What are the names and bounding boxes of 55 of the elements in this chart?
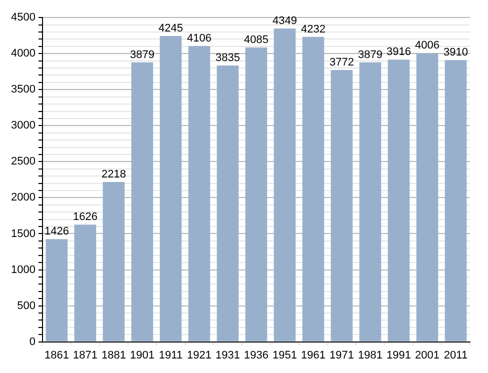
bar (330, 70, 353, 342)
bar (216, 66, 239, 342)
y-tick-label: 4000 (10, 48, 36, 60)
bar (444, 60, 467, 342)
data-label: 4349 (272, 15, 297, 28)
y-tick-label: 2500 (10, 156, 36, 168)
data-label: 3879 (358, 48, 382, 61)
data-label: 4245 (158, 22, 183, 35)
x-tick-label: 1961 (300, 349, 326, 362)
x-tick-label: 2011 (444, 349, 468, 362)
x-tick-label: 1971 (330, 349, 354, 362)
data-label: 3910 (444, 46, 468, 59)
data-label: 3835 (215, 52, 240, 64)
data-label: 3772 (330, 56, 354, 69)
y-tick-label: 0 (29, 336, 36, 348)
x-tick-label: 1911 (158, 349, 183, 362)
y-tick-label: 3000 (10, 120, 36, 132)
x-tick-label: 1981 (358, 349, 382, 362)
data-label: 4106 (186, 32, 212, 45)
data-label: 1626 (72, 211, 98, 224)
x-tick-label: 1921 (186, 349, 212, 362)
x-tick-label: 1991 (386, 349, 411, 362)
data-label: 3879 (130, 48, 154, 61)
bar (46, 239, 68, 342)
y-tick-label: 1500 (10, 228, 36, 240)
x-tick-label: 1951 (272, 349, 297, 362)
bar (102, 182, 125, 342)
y-tick-label: 2000 (10, 192, 36, 204)
y-tick-label: 1000 (10, 264, 36, 276)
x-tick-label: 1901 (130, 349, 154, 362)
x-tick-label: 2001 (415, 349, 440, 362)
bar (359, 62, 382, 342)
y-tick-label: 500 (17, 300, 36, 312)
bar (160, 36, 182, 342)
y-tick-label: 4500 (10, 12, 36, 24)
bar (274, 28, 296, 342)
data-label: 4085 (244, 34, 268, 46)
bar (245, 48, 268, 342)
data-label: 4232 (300, 23, 326, 36)
x-tick-label: 1881 (101, 349, 126, 362)
bar (388, 60, 410, 342)
bar (74, 224, 96, 342)
data-label: 2218 (101, 168, 126, 181)
data-label: 4006 (415, 40, 440, 52)
y-tick-label: 3500 (10, 84, 36, 96)
bar (302, 36, 324, 342)
x-tick-label: 1871 (72, 349, 98, 362)
data-label: 3916 (386, 46, 411, 58)
x-tick-label: 1936 (244, 349, 268, 362)
bar (416, 53, 438, 342)
x-tick-label: 1861 (44, 349, 69, 362)
bar (188, 46, 210, 342)
bar (131, 62, 154, 342)
x-tick-label: 1931 (215, 349, 240, 362)
data-label: 1426 (44, 226, 69, 238)
